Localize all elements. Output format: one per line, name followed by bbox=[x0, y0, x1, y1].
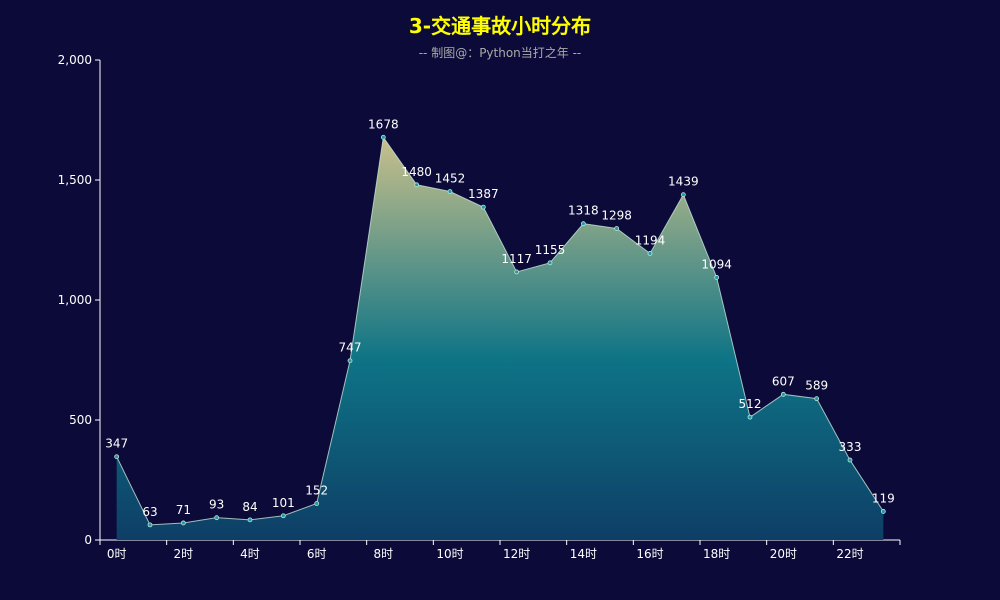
data-label: 1094 bbox=[701, 257, 732, 271]
data-label: 63 bbox=[142, 505, 157, 519]
data-label: 347 bbox=[105, 437, 128, 451]
area-fill bbox=[116, 137, 884, 540]
data-point bbox=[614, 226, 620, 231]
y-tick-label: 1,500 bbox=[58, 173, 92, 187]
x-tick-label: 4时 bbox=[240, 547, 260, 561]
data-label: 119 bbox=[872, 491, 895, 505]
x-tick-label: 6时 bbox=[307, 547, 327, 561]
data-point bbox=[414, 182, 420, 188]
data-point bbox=[880, 509, 886, 514]
data-point bbox=[847, 457, 853, 463]
data-label: 589 bbox=[805, 379, 828, 393]
data-point bbox=[147, 522, 153, 528]
x-tick-label: 2时 bbox=[174, 547, 194, 561]
data-point bbox=[547, 260, 553, 266]
data-point bbox=[580, 221, 586, 227]
chart-title: 3-交通事故小时分布 bbox=[408, 14, 592, 38]
data-point bbox=[314, 501, 320, 506]
data-point bbox=[780, 391, 786, 397]
x-tick-label: 22时 bbox=[836, 547, 863, 561]
x-tick-label: 18时 bbox=[703, 547, 730, 561]
y-tick-label: 0 bbox=[84, 533, 92, 547]
data-point bbox=[647, 251, 653, 256]
y-tick-label: 1,000 bbox=[58, 293, 92, 307]
data-label: 71 bbox=[176, 503, 191, 517]
data-label: 747 bbox=[339, 341, 362, 355]
y-tick-label: 500 bbox=[69, 413, 92, 427]
x-tick-label: 8时 bbox=[374, 547, 394, 561]
x-tick-label: 14时 bbox=[570, 547, 597, 561]
data-label: 1155 bbox=[535, 243, 566, 257]
data-point bbox=[347, 358, 353, 364]
data-label: 1194 bbox=[635, 233, 666, 247]
data-point bbox=[214, 515, 220, 521]
chart-subtitle: -- 制图@：Python当打之年 -- bbox=[418, 46, 582, 60]
x-tick-label: 10时 bbox=[436, 547, 463, 561]
data-label: 1117 bbox=[501, 252, 532, 266]
x-tick-label: 0时 bbox=[107, 547, 127, 561]
series-line bbox=[116, 135, 884, 526]
data-label: 512 bbox=[739, 397, 762, 411]
data-point bbox=[380, 134, 386, 140]
data-label: 1480 bbox=[401, 165, 432, 179]
data-label: 1318 bbox=[568, 204, 599, 218]
data-point bbox=[747, 414, 753, 420]
y-tick-label: 2,000 bbox=[58, 53, 92, 67]
data-point bbox=[247, 517, 253, 523]
data-label: 1678 bbox=[368, 117, 399, 131]
data-label: 1439 bbox=[668, 175, 699, 189]
data-label: 101 bbox=[272, 496, 295, 510]
data-label: 333 bbox=[839, 440, 862, 454]
data-label: 1387 bbox=[468, 187, 499, 201]
data-point bbox=[514, 269, 520, 275]
data-point bbox=[280, 513, 286, 519]
x-tick-label: 16时 bbox=[636, 547, 663, 561]
data-point bbox=[114, 454, 120, 460]
data-point bbox=[180, 520, 186, 526]
data-label: 1452 bbox=[435, 172, 466, 186]
x-tick-label: 12时 bbox=[503, 547, 530, 561]
data-point bbox=[447, 189, 453, 194]
data-label: 152 bbox=[305, 484, 328, 498]
data-label: 1298 bbox=[601, 208, 632, 222]
data-point bbox=[714, 275, 720, 280]
data-point bbox=[814, 396, 820, 402]
data-label: 84 bbox=[242, 500, 257, 514]
data-label: 93 bbox=[209, 498, 224, 512]
data-label: 607 bbox=[772, 374, 795, 388]
x-tick-label: 20时 bbox=[770, 547, 797, 561]
data-point bbox=[480, 204, 486, 210]
data-point bbox=[680, 192, 686, 198]
